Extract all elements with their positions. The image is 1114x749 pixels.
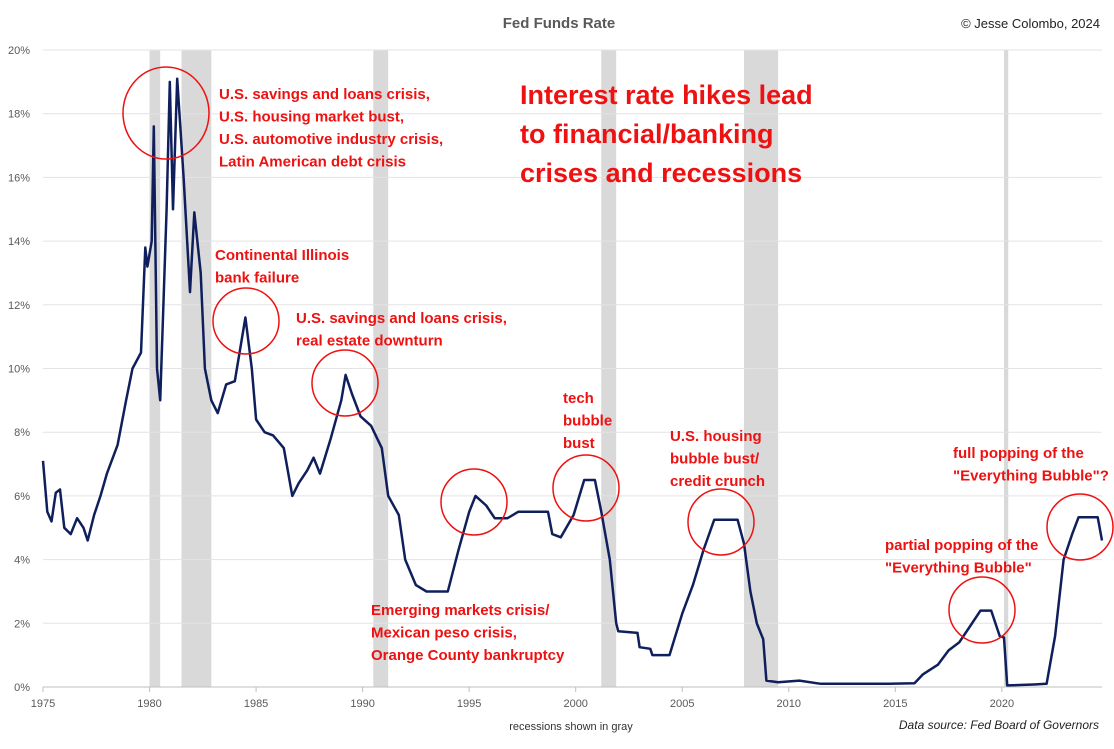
headline: Interest rate hikes lead	[520, 80, 813, 110]
headline: to financial/banking	[520, 119, 774, 149]
y-tick-label: 12%	[8, 300, 30, 312]
annotation: Orange County bankruptcy	[371, 647, 565, 664]
y-tick-label: 16%	[8, 172, 30, 184]
headline: crises and recessions	[520, 158, 802, 188]
annotation: bust	[563, 435, 595, 452]
y-tick-label: 6%	[14, 491, 30, 503]
annotation: tech	[563, 390, 594, 407]
x-tick-label: 2000	[563, 698, 587, 710]
annotation-circles	[122, 66, 1114, 644]
x-tick-label: 1975	[31, 698, 55, 710]
plot: 0% 2% 4% 6% 8% 10% 12% 14% 16% 18% 20% 1975 1980 1985…	[8, 45, 1104, 710]
annotation: "Everything Bubble"	[885, 560, 1032, 577]
circle	[1046, 493, 1114, 561]
annotation: partial popping of the	[885, 537, 1038, 554]
x-tick-label: 1990	[350, 698, 374, 710]
y-tick-label: 2%	[14, 618, 30, 630]
annotation: bubble	[563, 413, 612, 430]
annotation: Emerging markets crisis/	[371, 602, 550, 619]
annotation: "Everything Bubble"?	[953, 468, 1109, 485]
y-tick-label: 20%	[8, 45, 30, 57]
chart-title: Fed Funds Rate	[503, 15, 616, 32]
annotation: U.S. housing market bust,	[219, 109, 404, 126]
y-tick-label: 10%	[8, 364, 30, 376]
annotation: U.S. savings and loans crisis,	[296, 310, 507, 327]
annotation: Continental Illinois	[215, 247, 349, 264]
annotation: credit crunch	[670, 473, 765, 490]
annotation: Latin American debt crisis	[219, 154, 406, 171]
y-tick-label: 4%	[14, 555, 30, 567]
x-tick-label: 2005	[670, 698, 694, 710]
annotation: U.S. automotive industry crisis,	[219, 131, 443, 148]
x-tick-label: 1995	[457, 698, 481, 710]
annotation: bank failure	[215, 270, 299, 287]
x-tick-label: 2020	[990, 698, 1014, 710]
source: Data source: Fed Board of Governors	[899, 718, 1099, 732]
annotation: U.S. housing	[670, 428, 762, 445]
annotation: bubble bust/	[670, 451, 760, 468]
circle	[552, 454, 620, 522]
credit: © Jesse Colombo, 2024	[961, 16, 1100, 31]
annotation: U.S. savings and loans crisis,	[219, 86, 430, 103]
y-tick-label: 8%	[14, 427, 30, 439]
rate-line	[41, 77, 1104, 687]
circle	[948, 576, 1016, 644]
y-tick-label: 18%	[8, 109, 30, 121]
annotation: Mexican peso crisis,	[371, 625, 517, 642]
y-tick-label: 0%	[14, 682, 30, 694]
circle	[122, 66, 210, 160]
circle	[212, 287, 280, 355]
annotation: full popping of the	[953, 445, 1084, 462]
x-tick-label: 1980	[137, 698, 161, 710]
circle	[687, 488, 755, 556]
circle	[440, 468, 508, 536]
x-tick-label: 2015	[883, 698, 907, 710]
x-tick-label: 1985	[244, 698, 268, 710]
x-axis-label: recessions shown in gray	[509, 721, 633, 733]
y-tick-label: 14%	[8, 236, 30, 248]
annotation: real estate downturn	[296, 333, 443, 350]
x-tick-label: 2010	[777, 698, 801, 710]
circle	[311, 349, 379, 417]
